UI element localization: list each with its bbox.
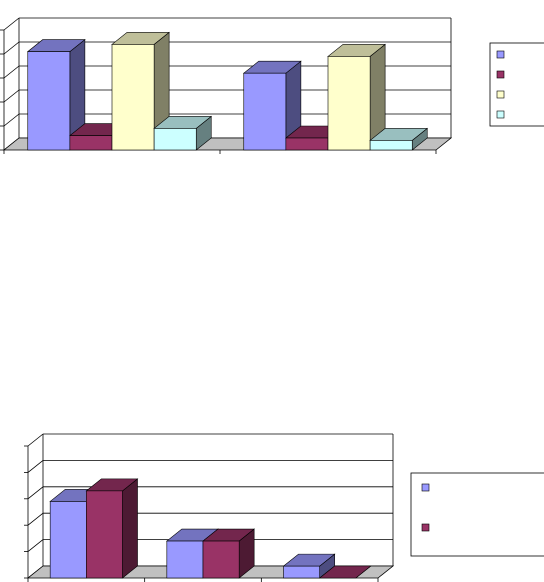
bar-front <box>86 490 123 579</box>
bar <box>26 38 86 151</box>
bar <box>202 528 256 579</box>
legend-key <box>496 90 505 99</box>
chart-1 <box>0 17 544 154</box>
bar <box>369 127 429 151</box>
gridline-side <box>3 89 20 103</box>
legend-key <box>496 70 505 79</box>
bar <box>282 553 336 579</box>
bar <box>111 31 170 151</box>
bar-front <box>369 140 413 151</box>
legend <box>489 42 544 127</box>
gridline-side <box>27 460 44 473</box>
gridline-side <box>27 512 44 526</box>
bar-front <box>327 56 371 151</box>
gridline-side <box>27 486 44 500</box>
bar-front <box>69 135 113 151</box>
legend-key <box>421 483 430 492</box>
legend-key <box>496 110 505 119</box>
bar <box>153 115 213 151</box>
bar-front <box>111 44 155 151</box>
bars <box>49 478 372 579</box>
bar <box>85 478 139 579</box>
bar-front <box>153 128 197 151</box>
legend-key <box>496 50 505 59</box>
bar-front <box>285 137 329 151</box>
gridline-side <box>27 539 44 552</box>
chart-2 <box>24 433 544 582</box>
legend <box>410 472 544 557</box>
bar-front <box>202 540 240 579</box>
gridline-side <box>27 433 44 447</box>
bar-side <box>122 478 138 579</box>
gridline-side <box>3 65 20 79</box>
legend-box <box>410 472 544 557</box>
bar-front <box>27 51 71 151</box>
gridline-side <box>3 17 20 31</box>
gridline-side <box>3 41 20 55</box>
legend-key <box>421 523 430 532</box>
gridline-side <box>3 113 20 127</box>
bar <box>318 565 372 579</box>
bar-top <box>318 565 372 579</box>
bar-front <box>49 501 87 579</box>
bar-front <box>166 540 204 579</box>
bar-front <box>243 72 287 151</box>
bar-front <box>283 565 320 579</box>
bars <box>26 31 429 151</box>
bar <box>327 43 386 151</box>
